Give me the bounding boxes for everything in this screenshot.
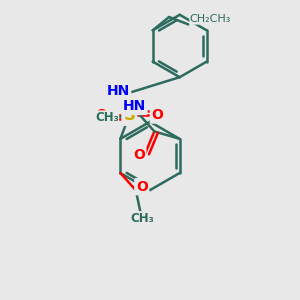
Text: CH₃: CH₃ (95, 111, 119, 124)
Text: O: O (136, 180, 148, 194)
Text: O: O (151, 108, 163, 122)
Text: CH₂CH₃: CH₂CH₃ (190, 14, 231, 24)
Text: CH₃: CH₃ (130, 212, 154, 225)
Text: HN: HN (106, 84, 130, 98)
Text: O: O (133, 148, 145, 162)
Text: HN: HN (123, 100, 146, 113)
Text: S: S (123, 106, 135, 124)
Text: O: O (95, 108, 107, 122)
